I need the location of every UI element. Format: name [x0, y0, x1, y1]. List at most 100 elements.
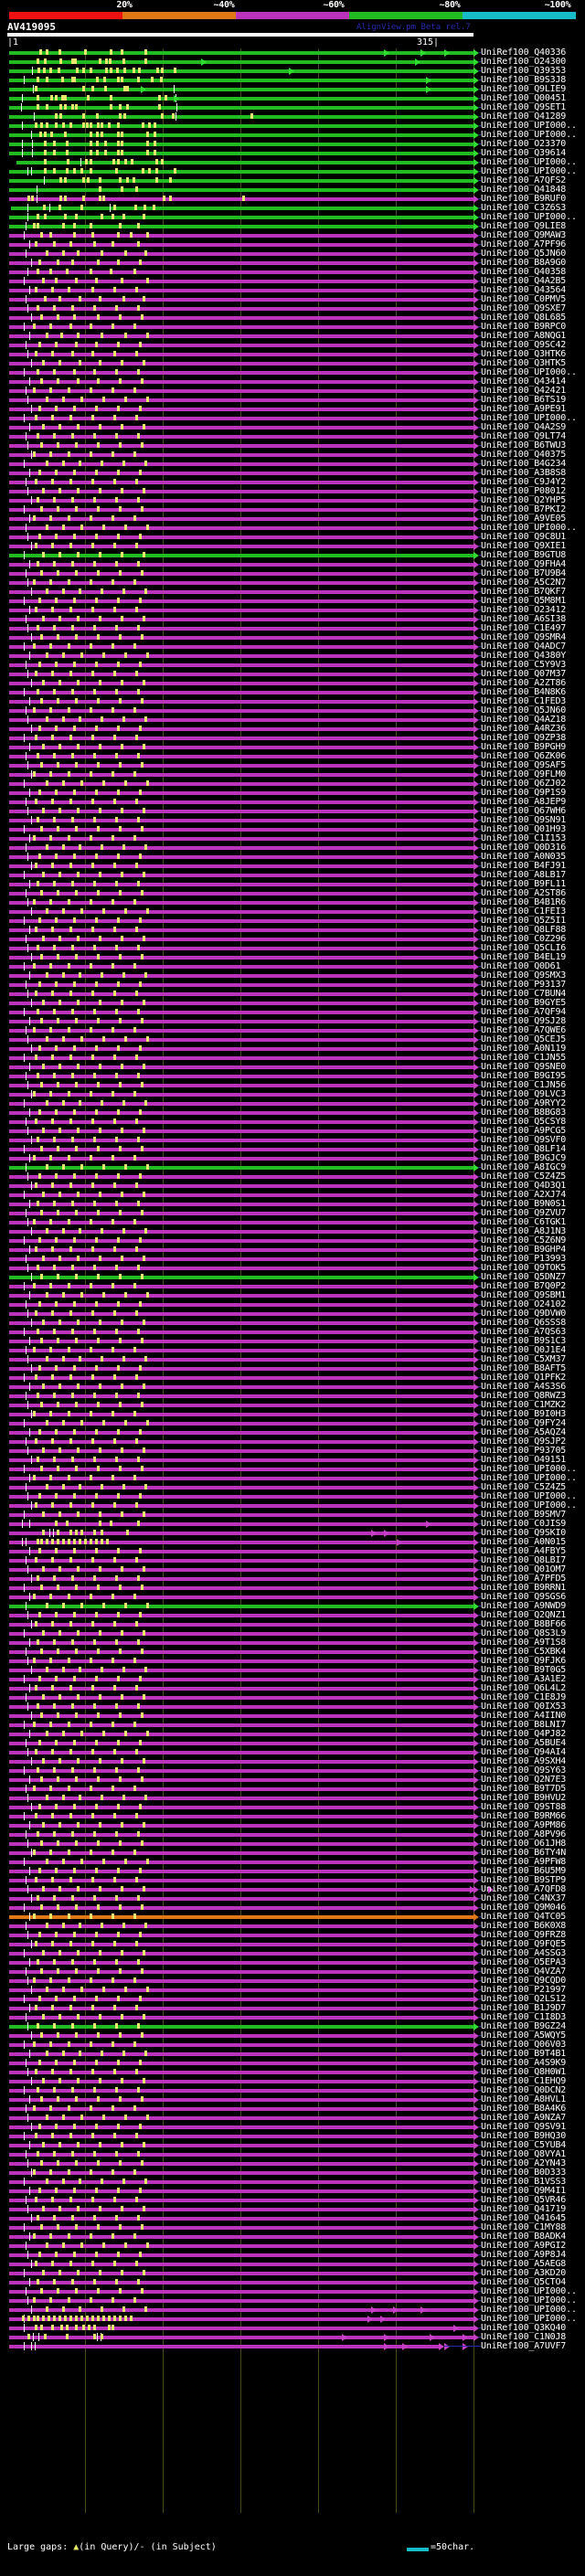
hsp-bar[interactable] [9, 307, 473, 311]
alignment-row[interactable]: UniRef100_P08012 [0, 486, 585, 496]
hsp-bar[interactable] [9, 316, 473, 320]
subject-label[interactable]: UniRef100_A4RZ36 [481, 724, 567, 734]
alignment-row[interactable]: UniRef100_Q0J1E4 [0, 1345, 585, 1355]
alignment-row[interactable]: UniRef100_UPI000.. [0, 1473, 585, 1483]
subject-label[interactable]: UniRef100_C5XBK4 [481, 1647, 567, 1657]
subject-label[interactable]: UniRef100_B4G234 [481, 459, 567, 469]
subject-label[interactable]: UniRef100_B9GTU8 [481, 550, 567, 560]
alignment-row[interactable]: UniRef100_Q8LBI7 [0, 1555, 585, 1565]
alignment-row[interactable]: UniRef100_C0JIS9 [0, 1519, 585, 1529]
hsp-bar[interactable] [9, 1943, 473, 1946]
subject-label[interactable]: UniRef100_C1JN55 [481, 1053, 567, 1063]
hsp-bar[interactable] [9, 1815, 473, 1818]
hsp-bar[interactable] [9, 1065, 473, 1069]
alignment-row[interactable]: UniRef100_A9PCG5 [0, 1126, 585, 1136]
subject-label[interactable]: UniRef100_Q5CEJ5 [481, 1034, 567, 1044]
alignment-row[interactable]: UniRef100_B9HQ30 [0, 2131, 585, 2141]
subject-label[interactable]: UniRef100_UPI000.. [481, 1491, 577, 1501]
hsp-bar[interactable] [9, 526, 473, 530]
subject-label[interactable]: UniRef100_B0D333 [481, 2168, 567, 2178]
subject-label[interactable]: UniRef100_A9PCG5 [481, 1126, 567, 1136]
alignment-row[interactable]: UniRef100_B4N8K6 [0, 687, 585, 697]
subject-label[interactable]: UniRef100_Q3KQ40 [481, 2323, 567, 2333]
hsp-bar[interactable] [9, 2034, 473, 2038]
hsp-bar[interactable] [9, 1148, 473, 1151]
subject-label[interactable]: UniRef100_Q9FLM0 [481, 769, 567, 779]
hsp-bar[interactable] [9, 727, 473, 731]
subject-label[interactable]: UniRef100_UPI000.. [481, 2305, 577, 2315]
subject-label[interactable]: UniRef100_A7QF94 [481, 1007, 567, 1017]
subject-label[interactable]: UniRef100_B9T0G5 [481, 1665, 567, 1675]
hsp-bar[interactable] [16, 161, 473, 164]
hsp-bar[interactable] [9, 115, 473, 119]
hsp-bar[interactable] [9, 325, 473, 329]
hsp-bar[interactable] [9, 965, 473, 969]
hsp-bar[interactable] [9, 590, 473, 594]
hsp-bar[interactable] [9, 517, 473, 521]
hsp-bar[interactable] [9, 1988, 473, 1992]
alignment-row[interactable]: UniRef100_Q4D3Q1 [0, 1181, 585, 1191]
subject-label[interactable]: UniRef100_UPI000.. [481, 130, 577, 140]
hsp-bar[interactable] [9, 353, 473, 356]
alignment-row[interactable]: UniRef100_Q2QNZ1 [0, 1610, 585, 1620]
hsp-bar[interactable] [9, 453, 473, 457]
subject-label[interactable]: UniRef100_A7PF96 [481, 239, 567, 249]
alignment-row[interactable]: UniRef100_Q9M046 [0, 1903, 585, 1913]
alignment-row[interactable]: UniRef100_B9RM66 [0, 1811, 585, 1821]
alignment-row[interactable]: UniRef100_B4FJ91 [0, 861, 585, 871]
hsp-bar[interactable] [9, 1257, 473, 1261]
alignment-row[interactable]: UniRef100_C1I8D3 [0, 2012, 585, 2022]
hsp-bar[interactable] [9, 746, 473, 749]
subject-label[interactable]: UniRef100_Q4A2B5 [481, 276, 567, 286]
subject-label[interactable]: UniRef100_Q43414 [481, 376, 567, 387]
hsp-bar[interactable] [9, 444, 473, 448]
subject-label[interactable]: UniRef100_Q9DVW0 [481, 1309, 567, 1319]
subject-label[interactable]: UniRef100_Q2QNZ1 [481, 1610, 567, 1620]
hsp-bar[interactable] [9, 1550, 473, 1553]
alignment-row[interactable]: UniRef100_Q94AI4 [0, 1747, 585, 1757]
alignment-row[interactable]: UniRef100_A0N015 [0, 1537, 585, 1547]
alignment-row[interactable]: UniRef100_C5XBK4 [0, 1647, 585, 1657]
alignment-row[interactable]: UniRef100_C4NX37 [0, 1893, 585, 1903]
hsp-bar[interactable] [9, 2162, 473, 2166]
subject-label[interactable]: UniRef100_Q9SV91 [481, 2122, 567, 2132]
hsp-bar[interactable] [9, 472, 473, 475]
alignment-row[interactable]: UniRef100_A9PGI2 [0, 2241, 585, 2251]
alignment-row[interactable]: UniRef100_C1MY88 [0, 2222, 585, 2232]
alignment-row[interactable]: UniRef100_P13993 [0, 1254, 585, 1264]
hsp-bar[interactable] [9, 1806, 473, 1809]
hsp-bar[interactable] [9, 490, 473, 493]
hsp-bar[interactable] [9, 234, 473, 238]
subject-label[interactable]: UniRef100_Q5M8M1 [481, 596, 567, 606]
alignment-row[interactable]: UniRef100_A8IGC9 [0, 1162, 585, 1172]
alignment-row[interactable]: UniRef100_Q40358 [0, 267, 585, 277]
hsp-bar[interactable] [9, 1413, 473, 1416]
alignment-row[interactable]: UniRef100_B8A9G0 [0, 258, 585, 268]
subject-label[interactable]: UniRef100_UPI000.. [481, 2314, 577, 2324]
subject-label[interactable]: UniRef100_UPI000.. [481, 1500, 577, 1511]
alignment-row[interactable]: UniRef100_Q9FQE5 [0, 1939, 585, 1949]
subject-label[interactable]: UniRef100_A9NWD9 [481, 1601, 567, 1611]
alignment-row[interactable]: UniRef100_C9J4Y2 [0, 477, 585, 487]
subject-label[interactable]: UniRef100_A7QFD8 [481, 1884, 567, 1894]
subject-label[interactable]: UniRef100_Q8L685 [481, 313, 567, 323]
hsp-bar[interactable] [9, 947, 473, 950]
hsp-bar[interactable] [9, 1614, 473, 1617]
subject-label[interactable]: UniRef100_B9GZ24 [481, 2021, 567, 2031]
subject-label[interactable]: UniRef100_B9S1C3 [481, 1336, 567, 1346]
alignment-row[interactable]: UniRef100_Q5CEJ5 [0, 1034, 585, 1044]
subject-label[interactable]: UniRef100_P08012 [481, 486, 567, 496]
subject-label[interactable]: UniRef100_Q41719 [481, 2204, 567, 2214]
alignment-row[interactable]: UniRef100_Q4TC05 [0, 1912, 585, 1922]
alignment-row[interactable]: UniRef100_C1E497 [0, 623, 585, 633]
hsp-bar[interactable] [9, 1312, 473, 1316]
subject-label[interactable]: UniRef100_B9GJC9 [481, 1153, 567, 1163]
alignment-row[interactable]: UniRef100_A5BUE4 [0, 1738, 585, 1748]
hsp-bar[interactable] [9, 261, 473, 265]
hsp-bar[interactable] [9, 800, 473, 804]
subject-label[interactable]: UniRef100_B9HVU2 [481, 1793, 567, 1803]
subject-label[interactable]: UniRef100_Q9CQD0 [481, 1976, 567, 1986]
hsp-bar[interactable] [9, 462, 473, 466]
subject-label[interactable]: UniRef100_B8BG83 [481, 1108, 567, 1118]
subject-label[interactable]: UniRef100_Q94AI4 [481, 1747, 567, 1757]
